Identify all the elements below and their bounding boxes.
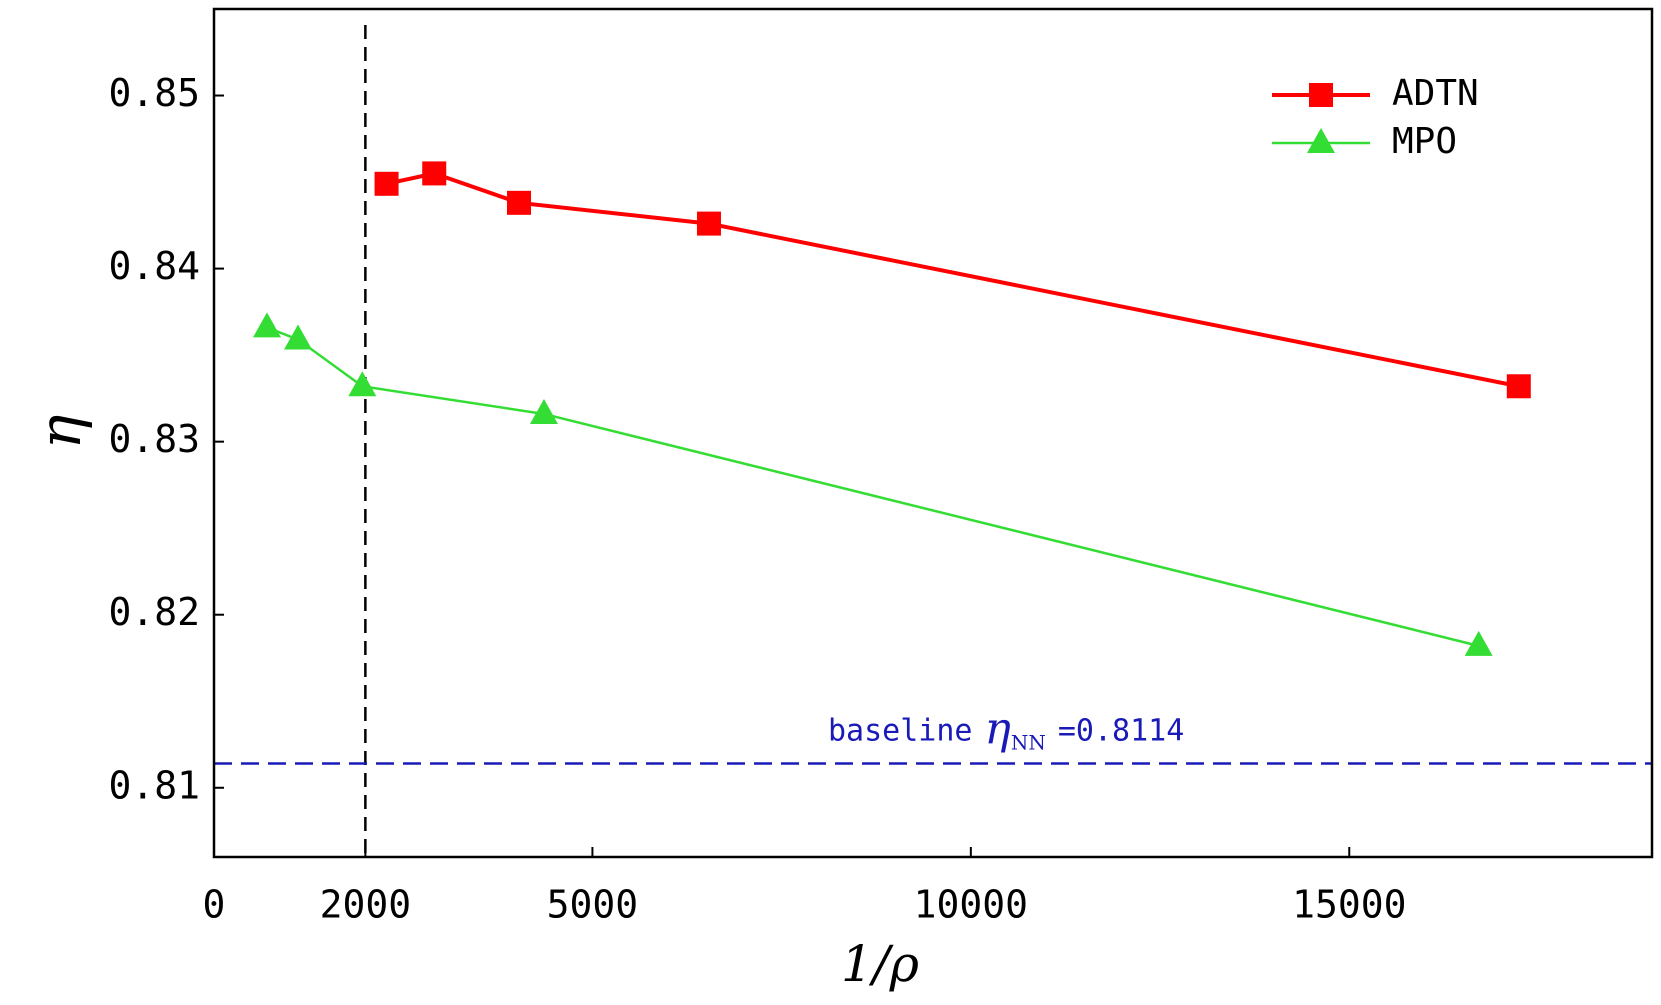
reference-annotation: baseline ηNN =0.8114 — [828, 703, 1184, 754]
x-tick-label: 10000 — [914, 883, 1028, 927]
series-line — [266, 326, 1479, 648]
annotation-suffix: =0.8114 — [1058, 713, 1184, 748]
x-tick-label: 15000 — [1292, 883, 1406, 927]
triangle-marker — [1464, 630, 1493, 656]
y-tick-label: 0.84 — [108, 244, 200, 288]
square-marker — [374, 171, 399, 196]
series-line — [386, 171, 1520, 389]
legend: ADTN MPO — [1272, 73, 1479, 162]
y-tick-label: 0.81 — [108, 763, 200, 807]
triangle-marker — [1307, 128, 1335, 153]
triangle-marker — [252, 312, 281, 338]
triangle-marker — [284, 324, 313, 350]
square-marker — [507, 190, 532, 215]
annotation-text: baseline — [828, 713, 973, 748]
y-tick-label: 0.83 — [108, 417, 200, 461]
square-marker — [1309, 83, 1333, 107]
annotation-symbol: η — [985, 703, 1011, 754]
y-tick-label: 0.82 — [108, 590, 200, 634]
x-tick-label: 2000 — [320, 883, 412, 927]
x-tick-label: 5000 — [547, 883, 639, 927]
x-tick-label: 0 — [203, 883, 226, 927]
triangle-marker — [348, 371, 377, 397]
square-marker — [422, 161, 447, 186]
square-marker — [1506, 374, 1531, 399]
square-marker — [696, 211, 721, 236]
legend-label: MPO — [1392, 121, 1457, 162]
legend-label: ADTN — [1392, 73, 1479, 114]
plot-frame — [212, 7, 1654, 859]
triangle-marker — [529, 398, 558, 424]
y-axis-label: η — [26, 414, 94, 449]
y-tick-label: 0.85 — [108, 71, 200, 115]
annotation-subscript: NN — [1011, 730, 1046, 754]
x-axis-label: 1/ρ — [841, 935, 920, 993]
